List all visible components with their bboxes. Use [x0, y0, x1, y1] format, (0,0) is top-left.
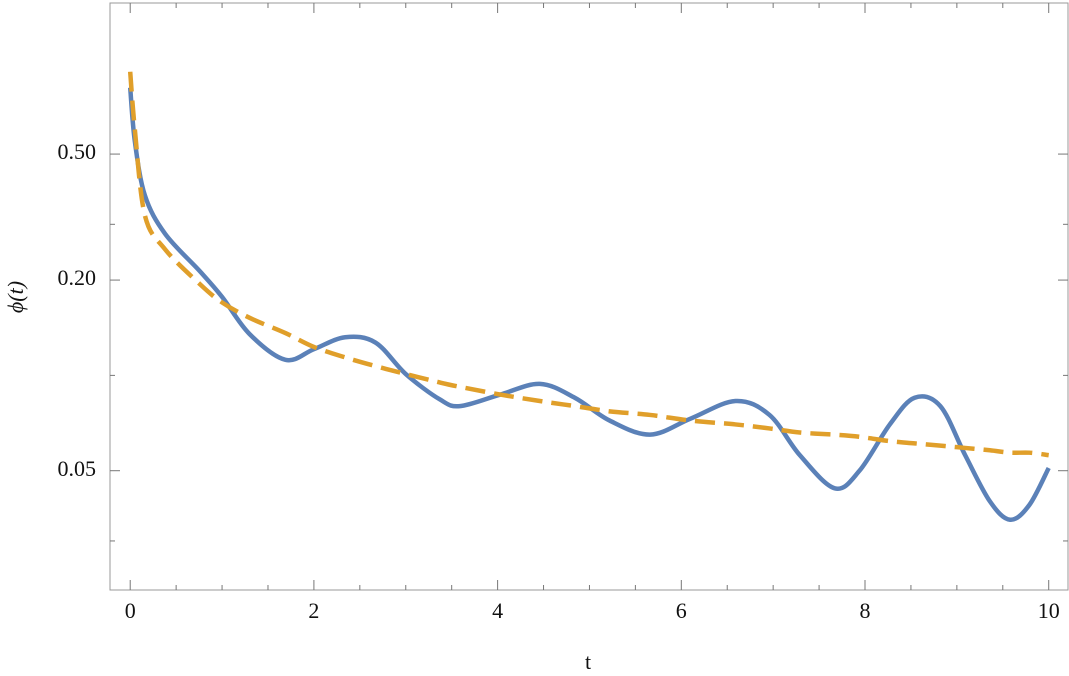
y-tick-label: 0.05: [58, 456, 97, 481]
x-axis-label: t: [585, 649, 591, 674]
series-line: [127, 71, 1050, 458]
y-axis-label: ϕ(t): [3, 281, 28, 313]
y-tick-label: 0.50: [58, 139, 97, 164]
x-tick-label: 10: [1038, 598, 1060, 623]
y-tick-label: 0.20: [58, 265, 97, 290]
x-tick-label: 0: [125, 598, 136, 623]
x-tick-label: 8: [860, 598, 871, 623]
frame: [109, 2, 1069, 591]
series-line: [127, 87, 1051, 523]
x-tick-label: 2: [308, 598, 319, 623]
x-tick-label: 6: [676, 598, 687, 623]
x-tick-label: 4: [492, 598, 503, 623]
